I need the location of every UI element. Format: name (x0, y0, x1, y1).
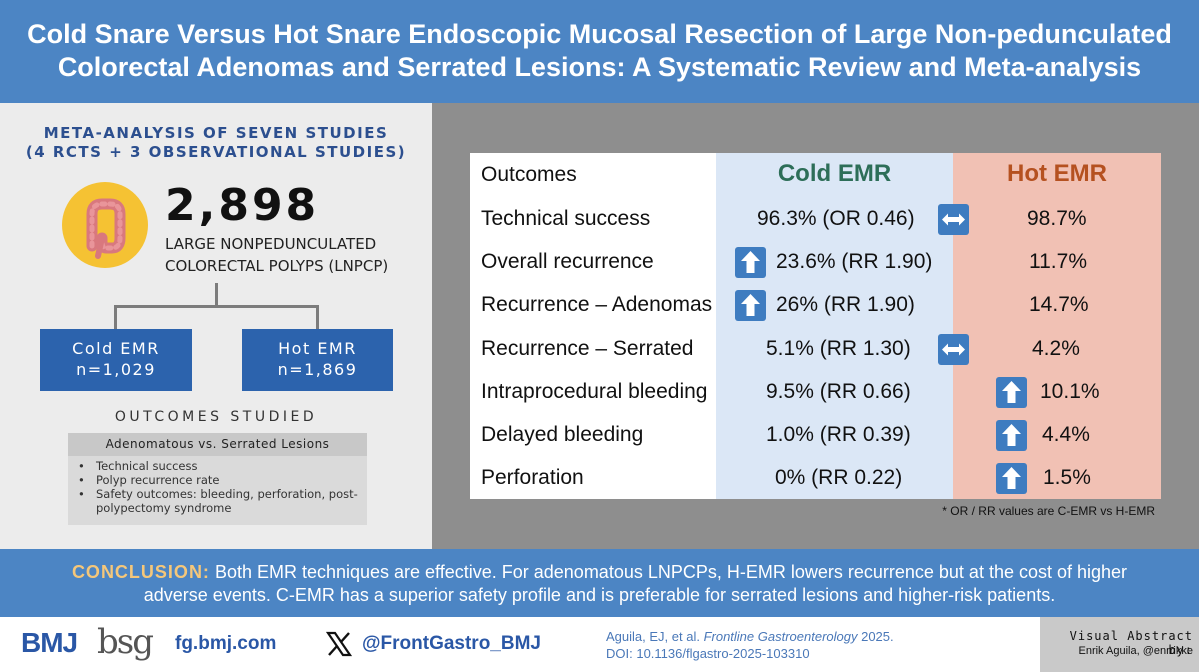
up-arrow-icon (996, 420, 1027, 451)
meta-line-2: (4 RCTS + 3 OBSERVATIONAL STUDIES) (25, 143, 407, 161)
row-label-recurrence-serrated: Recurrence – Serrated (481, 337, 694, 360)
colon-icon (62, 182, 148, 268)
cold-value-delayed-bleeding: 1.0% (RR 0.39) (766, 423, 911, 446)
outcome-list: Technical success Polyp recurrence rate … (76, 459, 366, 515)
cold-value-perforation: 0% (RR 0.22) (775, 466, 903, 489)
citation: Aguila, EJ, et al. Frontline Gastroenter… (606, 628, 894, 662)
hot-emr-box-label: Hot EMR (278, 339, 357, 358)
hot-emr-column (953, 153, 1161, 499)
list-item: Safety outcomes: bleeding, perforation, … (76, 487, 366, 515)
header-banner (0, 0, 1199, 103)
total-label-line-2: COLORECTAL POLYPS (LNPCP) (165, 257, 389, 275)
credit-title: Visual Abstract by: (1069, 629, 1193, 657)
cold-value-overall-recurrence: 23.6% (RR 1.90) (776, 250, 933, 273)
hot-emr-box: Hot EMR n=1,869 (242, 329, 393, 391)
citation-year: 2025. (857, 629, 894, 644)
equal-arrows-icon (938, 204, 969, 235)
title-line-2: Colorectal Adenomas and Serrated Lesions… (57, 52, 1142, 82)
row-label-perforation: Perforation (481, 466, 584, 489)
row-label-recurrence-adenomas: Recurrence – Adenomas (481, 293, 713, 316)
total-polyp-count: 2,898 (165, 180, 320, 231)
tree-left-drop (114, 305, 117, 329)
hot-emr-box-n: n=1,869 (277, 360, 358, 379)
conclusion-band (0, 549, 1199, 617)
hot-value-recurrence-serrated: 4.2% (1032, 337, 1080, 360)
up-arrow-icon (735, 290, 766, 321)
tree-trunk (215, 283, 218, 308)
hot-value-intraprocedural-bleeding: 10.1% (1040, 380, 1100, 403)
footer (0, 617, 1199, 672)
meta-analysis-title: META-ANALYSIS OF SEVEN STUDIES (4 RCTS +… (0, 124, 432, 162)
outcomes-column (470, 153, 716, 499)
cold-emr-header: Cold EMR (777, 160, 892, 187)
meta-line-1: META-ANALYSIS OF SEVEN STUDIES (43, 124, 389, 142)
hot-value-technical-success: 98.7% (1027, 207, 1087, 230)
cold-value-intraprocedural-bleeding: 9.5% (RR 0.66) (766, 380, 911, 403)
hot-value-perforation: 1.5% (1043, 466, 1091, 489)
list-item: Technical success (76, 459, 366, 473)
equal-arrows-icon (938, 334, 969, 365)
twitter-handle-link[interactable]: @FrontGastro_BMJ (362, 633, 541, 654)
up-arrow-icon (996, 377, 1027, 408)
cold-emr-box-n: n=1,029 (76, 360, 156, 379)
tree-right-drop (316, 305, 319, 329)
hot-value-recurrence-adenomas: 14.7% (1029, 293, 1089, 316)
list-item: Polyp recurrence rate (76, 473, 366, 487)
citation-authors: Aguila, EJ, et al. (606, 629, 704, 644)
tree-branch (114, 305, 319, 308)
conclusion-body: Both EMR techniques are effective. For a… (143, 562, 1128, 605)
cold-value-recurrence-serrated: 5.1% (RR 1.30) (766, 337, 911, 360)
row-label-technical-success: Technical success (481, 207, 651, 230)
page-title: Cold Snare Versus Hot Snare Endoscopic M… (10, 18, 1189, 84)
title-line-1: Cold Snare Versus Hot Snare Endoscopic M… (27, 19, 1172, 49)
cold-emr-box-label: Cold EMR (72, 339, 160, 358)
citation-journal: Frontline Gastroenterology (703, 629, 858, 644)
cold-emr-column (716, 153, 953, 499)
row-label-overall-recurrence: Overall recurrence (481, 250, 654, 273)
cold-emr-box: Cold EMR n=1,029 (40, 329, 192, 391)
website-link[interactable]: fg.bmj.com (175, 633, 277, 654)
conclusion: CONCLUSION: Both EMR techniques are effe… (60, 561, 1139, 607)
citation-doi[interactable]: DOI: 10.1136/flgastro-2025-103310 (606, 646, 810, 661)
bsg-logo[interactable]: bsg (97, 622, 154, 662)
hot-value-overall-recurrence: 11.7% (1029, 250, 1087, 273)
cold-value-recurrence-adenomas: 26% (RR 1.90) (776, 293, 915, 316)
outcomes-studied-heading: OUTCOMES STUDIED (114, 409, 318, 425)
credit-name: Enrik Aguila, @enrrikke (1078, 645, 1194, 657)
conclusion-label: CONCLUSION: (71, 562, 210, 582)
hot-emr-header: Hot EMR (1007, 160, 1107, 187)
bmj-logo[interactable]: BMJ (21, 627, 78, 658)
up-arrow-icon (735, 247, 766, 278)
x-logo-icon[interactable] (325, 630, 353, 658)
total-polyp-label: LARGE NONPEDUNCULATED COLORECTAL POLYPS … (165, 233, 388, 277)
row-label-intraprocedural-bleeding: Intraprocedural bleeding (481, 380, 708, 403)
up-arrow-icon (996, 463, 1027, 494)
credit-box (1040, 617, 1199, 672)
table-footnote: * OR / RR values are C-EMR vs H-EMR (942, 504, 1155, 518)
total-label-line-1: LARGE NONPEDUNCULATED (165, 235, 377, 253)
citation-line-1: Aguila, EJ, et al. Frontline Gastroenter… (606, 628, 894, 645)
cold-value-technical-success: 96.3% (OR 0.46) (757, 207, 915, 230)
outcomes-header: Outcomes (481, 163, 577, 186)
hot-value-delayed-bleeding: 4.4% (1042, 423, 1090, 446)
lesion-types-bar: Adenomatous vs. Serrated Lesions (68, 433, 367, 456)
row-label-delayed-bleeding: Delayed bleeding (481, 423, 644, 446)
